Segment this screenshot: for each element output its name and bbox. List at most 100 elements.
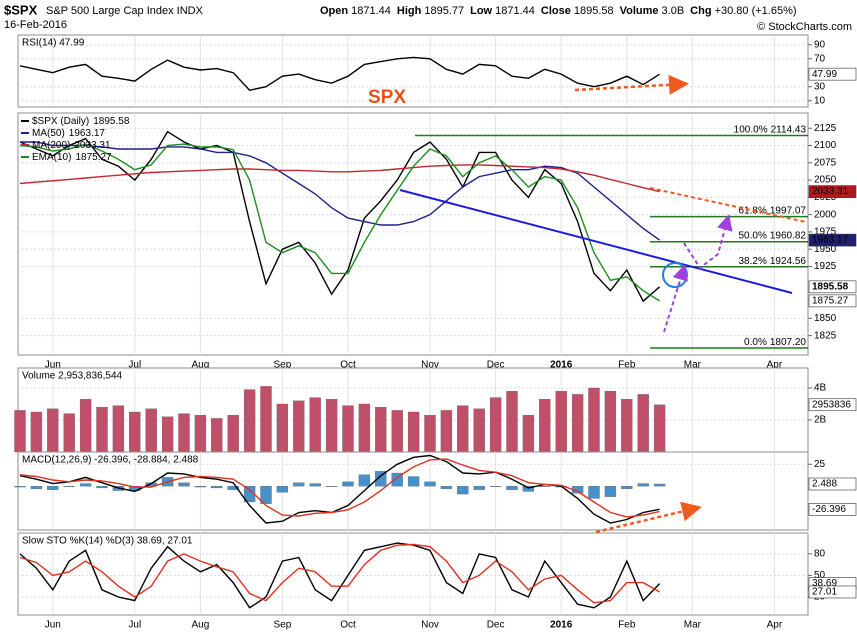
bar [391, 410, 403, 453]
bar [63, 486, 75, 487]
y-tick-label: 2000 [814, 209, 837, 220]
value-tag-label: 2033.31 [812, 186, 849, 197]
value-tag-label: 1895.58 [812, 281, 849, 292]
x-tick-label: 2016 [550, 360, 573, 371]
quote: Open 1871.44 High 1895.77 Low 1871.44 Close 189… [320, 5, 797, 17]
legend-label: $SPX (Daily) 1895.58 [32, 116, 130, 127]
retracement-label: 38.2% 1924.56 [738, 255, 806, 266]
bar [653, 404, 666, 453]
bar [79, 483, 92, 487]
bar [637, 483, 649, 487]
bar [522, 486, 535, 492]
value-tag-label: 2.488 [812, 479, 837, 490]
y-tick-label: 2075 [814, 157, 837, 168]
retracement-price: 1960.82 [770, 230, 807, 241]
bar [588, 387, 600, 453]
y-tick-label: 80 [814, 549, 826, 560]
quote-value: 1895.77 [424, 5, 464, 17]
value-tag [808, 585, 857, 599]
bar [342, 481, 354, 487]
bar [325, 399, 338, 453]
legend-name: MA(50) [32, 128, 65, 139]
bar [260, 486, 272, 504]
bar [145, 408, 157, 453]
value-tag [808, 503, 857, 516]
bar [506, 391, 518, 453]
bar [457, 486, 469, 495]
panels: 90 70 30 10 RSI(14) 47.99 47.99 2125 2100 2075 20… [14, 34, 857, 631]
bar [194, 486, 207, 488]
y-tick-label: 2100 [814, 140, 837, 151]
retracement-label: 61.8%1997.07 [738, 205, 806, 216]
legend-name: EMA(10) [32, 152, 71, 163]
legend-value: 2033.31 [74, 140, 111, 151]
date: 16-Feb-2016 [4, 19, 67, 31]
annotation: SPX [368, 87, 406, 108]
bar [473, 486, 485, 490]
bar [276, 486, 289, 493]
legend-value: 1895.58 [93, 116, 130, 127]
legend-value: 1963.17 [69, 128, 106, 139]
series-line [20, 141, 661, 241]
quote-label: Chg [690, 5, 711, 17]
bar [211, 486, 223, 489]
bar [79, 399, 92, 453]
bar [407, 476, 420, 487]
bar [309, 483, 321, 487]
x-tick-label: Jun [45, 620, 61, 631]
value-tag [808, 280, 857, 294]
x-tick-label: Dec [487, 360, 505, 371]
x-tick-label: Aug [192, 360, 210, 371]
retracement-price: 1924.56 [770, 255, 807, 266]
x-tick-label: Feb [618, 360, 636, 371]
value-tag-label: 2953836 [812, 399, 851, 410]
series-line [19, 130, 661, 303]
panel-title: MACD(12,26,9) -26.396, -28.884, 2.488 [22, 455, 199, 466]
bar [178, 413, 190, 453]
series-line [19, 543, 660, 604]
series-line [19, 56, 660, 91]
bar [243, 389, 256, 453]
value-tag-label: 47.99 [812, 69, 837, 80]
bar [604, 391, 617, 453]
bar [407, 411, 420, 453]
symbol-name: S&P 500 Large Cap Index INDX [46, 5, 204, 17]
legend-label: MA(50) 1963.17 [32, 128, 105, 139]
retracement-level: 100.0% [734, 124, 768, 135]
x-tick-label: Oct [340, 620, 356, 631]
bar [489, 486, 502, 487]
bar [539, 486, 551, 487]
x-tick-label: 2016 [550, 620, 573, 631]
series-line [19, 143, 660, 302]
y-tick-label: 2125 [814, 123, 837, 134]
bar [47, 486, 59, 490]
y-tick-label: 1825 [814, 330, 837, 341]
panel-title: Slow STO %K(14) %D(3) 38.69, 27.01 [22, 536, 193, 547]
value-tag [808, 398, 857, 412]
retracement-level: 50.0% [738, 230, 766, 241]
bar [30, 486, 43, 489]
quote-value: +30.80 (+1.65%) [715, 5, 797, 17]
bar [129, 411, 141, 453]
bar [30, 411, 43, 453]
bar [440, 410, 453, 453]
bar [358, 474, 371, 487]
quote-value: 1871.44 [495, 5, 535, 17]
y-tick-label: 30 [814, 81, 826, 92]
retracement-price: 1997.07 [770, 205, 807, 216]
y-tick-label: 25 [814, 459, 826, 470]
x-tick-label: Jun [45, 360, 61, 371]
series-line [19, 458, 660, 518]
y-tick-label: 4B [814, 383, 827, 394]
bar [194, 415, 207, 453]
retracement-label: 100.0% 2114.43 [734, 124, 807, 135]
y-tick-label: 1850 [814, 313, 837, 324]
y-tick-label: 2050 [814, 175, 837, 186]
retracement-label: 0.0% 1807.20 [744, 337, 806, 348]
x-tick-label: Nov [421, 620, 439, 631]
trend-line [399, 189, 793, 294]
x-tick-label: Sep [274, 620, 292, 631]
x-tick-label: Mar [684, 360, 702, 371]
y-tick-label: 1950 [814, 244, 837, 255]
bar [391, 472, 403, 487]
